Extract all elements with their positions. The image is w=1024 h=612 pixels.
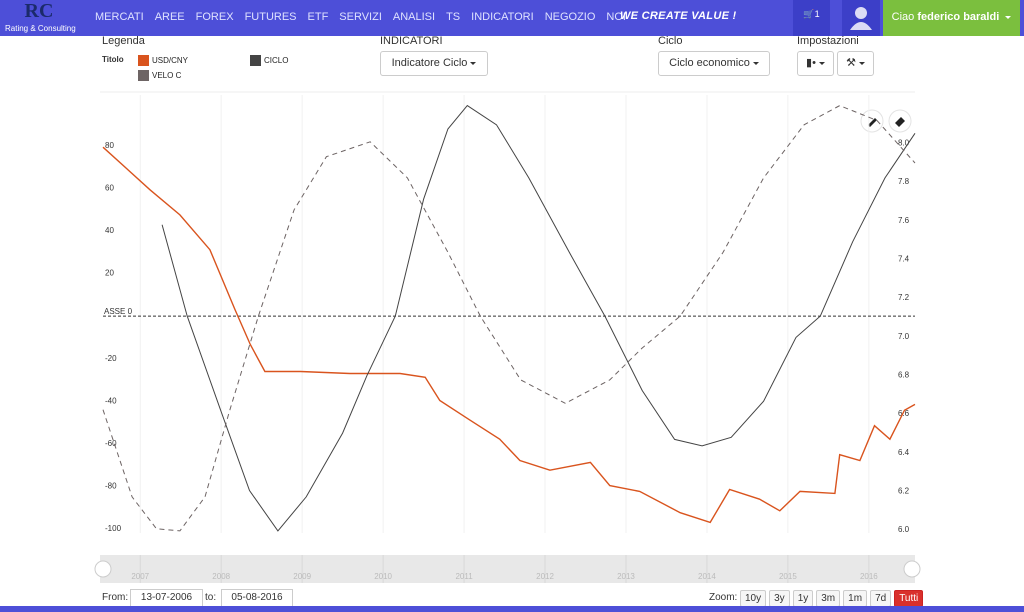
x-tick-label: 2012 <box>536 572 554 581</box>
indicators-title: INDICATORI <box>380 35 443 47</box>
series-line <box>102 105 916 532</box>
menu-item[interactable]: ETF <box>307 11 329 23</box>
settings-title: Impostazioni <box>797 35 859 47</box>
indicator-dropdown[interactable]: Indicatore Ciclo <box>380 51 488 76</box>
y2-tick-label: 8.0 <box>898 138 910 147</box>
x-tick-label: 2009 <box>293 572 311 581</box>
y-tick-label: -80 <box>105 481 117 490</box>
y-tick-label: 40 <box>105 226 114 235</box>
legend-item[interactable]: CICLO <box>250 55 288 66</box>
y2-tick-label: 6.2 <box>898 487 910 496</box>
y-tick-label: -60 <box>105 439 117 448</box>
from-label: From: <box>102 592 129 603</box>
user-icon[interactable] <box>842 0 880 36</box>
series-line <box>102 146 916 524</box>
menu-item[interactable]: SERVIZI <box>339 11 382 23</box>
navigator <box>100 555 915 583</box>
cycle-title: Ciclo <box>658 35 683 47</box>
menu-item[interactable]: MERCATI <box>95 11 144 23</box>
zoom-button[interactable]: Tutti <box>894 590 924 607</box>
legend-swatch <box>138 70 149 81</box>
cart-button[interactable]: 🛒1 <box>793 0 830 36</box>
menu-item[interactable]: AREE <box>154 11 185 23</box>
menu-item[interactable]: TS <box>446 11 461 23</box>
y2-tick-label: 6.6 <box>898 409 910 418</box>
y2-tick-label: 7.8 <box>898 177 910 186</box>
y-tick-label: -100 <box>105 524 122 533</box>
pencil-icon <box>868 118 877 127</box>
y-tick-label: 20 <box>105 269 114 278</box>
y2-tick-label: 7.4 <box>898 254 910 263</box>
from-input[interactable]: 13-07-2006 <box>130 589 203 607</box>
legend-label: CICLO <box>264 56 289 65</box>
y2-tick-label: 6.8 <box>898 371 910 380</box>
indicator-value: Indicatore Ciclo <box>391 57 468 69</box>
legend-label: USD/CNY <box>152 56 189 65</box>
menu-item[interactable]: NOI <box>606 11 626 23</box>
menu-item[interactable]: NEGOZIO <box>544 11 596 23</box>
cycle-dropdown[interactable]: Ciclo economico <box>658 51 770 76</box>
zoom-label: Zoom: <box>709 592 738 603</box>
series-line <box>161 104 916 532</box>
to-label: to: <box>205 592 217 603</box>
menu: MERCATI AREE FOREX FUTURES ETF SERVIZI ANALISI… <box>95 11 626 23</box>
zoom-buttons: 10y 3y 1y 3m 1m 7d Tutti <box>740 590 924 607</box>
menu-item[interactable]: FUTURES <box>244 11 297 23</box>
eraser-icon <box>895 117 905 127</box>
slogan: WE CREATE VALUE ! <box>620 10 737 22</box>
legend-item[interactable]: USD/CNY <box>138 55 188 66</box>
to-input[interactable]: 05-08-2016 <box>221 589 293 607</box>
x-tick-label: 2015 <box>779 572 797 581</box>
bottom-bar <box>0 606 1024 612</box>
legend-swatch <box>250 55 261 66</box>
menu-item[interactable]: FOREX <box>195 11 234 23</box>
x-tick-label: 2011 <box>455 572 473 581</box>
greeting: Ciao <box>891 11 915 23</box>
navbar: RC Rating & Consulting MERCATI AREE FOREX F… <box>0 0 1024 36</box>
y-tick-label: 80 <box>105 141 114 150</box>
cart-count: 1 <box>814 9 820 19</box>
settings-button[interactable]: ▮• <box>797 51 834 76</box>
legend-label: Titolo <box>102 55 124 64</box>
legend-label: VELO C <box>152 71 182 80</box>
zoom-button[interactable]: 3m <box>816 590 841 607</box>
annotation-label: ASSE 0 <box>104 307 133 316</box>
logo-text: Rating & Consulting <box>5 24 76 33</box>
navigator-handle[interactable] <box>903 560 921 578</box>
x-tick-label: 2010 <box>374 572 392 581</box>
y2-tick-label: 7.6 <box>898 216 910 225</box>
zoom-button[interactable]: 1m <box>843 590 868 607</box>
legend-title: Legenda <box>102 35 145 47</box>
menu-item[interactable]: INDICATORI <box>471 11 534 23</box>
y-tick-label: -20 <box>105 354 117 363</box>
legend-item[interactable]: VELO C <box>138 70 181 81</box>
legend-swatch <box>138 55 149 66</box>
zoom-button[interactable]: 10y <box>740 590 767 607</box>
zoom-button[interactable]: 3y <box>769 590 790 607</box>
tools-button[interactable]: ⚒ <box>837 51 874 76</box>
menu-item[interactable]: ANALISI <box>392 11 436 23</box>
zoom-button[interactable]: 1y <box>792 590 814 607</box>
y-tick-label: -40 <box>105 396 117 405</box>
y2-tick-label: 6.0 <box>898 525 910 534</box>
logo-mark[interactable]: RC <box>24 0 54 22</box>
avatar <box>850 7 872 30</box>
x-tick-label: 2007 <box>131 572 149 581</box>
y2-tick-label: 6.4 <box>898 448 910 457</box>
y2-tick-label: 7.0 <box>898 332 910 341</box>
y-tick-label: 60 <box>105 184 114 193</box>
y2-tick-label: 7.2 <box>898 293 910 302</box>
x-tick-label: 2008 <box>212 572 230 581</box>
navigator-handle[interactable] <box>94 560 112 578</box>
x-tick-label: 2016 <box>860 572 878 581</box>
user-name: federico baraldi <box>917 11 1000 23</box>
zoom-button[interactable]: 7d <box>870 590 892 607</box>
user-menu[interactable]: Ciao federico baraldi <box>883 0 1020 36</box>
x-tick-label: 2014 <box>698 572 716 581</box>
cycle-value: Ciclo economico <box>669 57 750 69</box>
x-tick-label: 2013 <box>617 572 635 581</box>
